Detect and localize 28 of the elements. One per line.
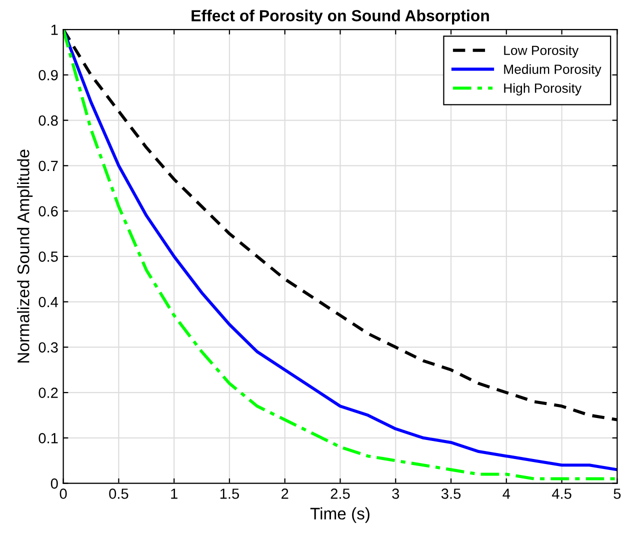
y-tick-label: 0.2 [38, 388, 58, 398]
x-tick-label: 1 [171, 488, 178, 499]
x-tick-label: 5 [614, 488, 621, 499]
y-tick-label: 0.8 [38, 115, 58, 126]
y-axis-title: Normalized Sound Amplitude [17, 150, 33, 363]
x-tick-label: 4.5 [552, 488, 572, 499]
x-tick-label: 0.5 [109, 488, 128, 499]
y-tick-label: 0 [50, 478, 58, 489]
x-tick-label: 0 [60, 488, 67, 499]
x-axis-title: Time (s) [310, 507, 370, 523]
y-tick-label: 1 [51, 24, 58, 35]
y-tick-label: 0.4 [38, 296, 58, 308]
x-tick-label: 4 [502, 488, 510, 499]
chart-title: Effect of Porosity on Sound Absorption [192, 10, 489, 25]
y-tick-label: 0.9 [38, 70, 58, 80]
legend-label: Medium Porosity [504, 64, 602, 77]
legend-label: Low Porosity [504, 45, 579, 58]
y-tick-label: 0.6 [38, 206, 58, 216]
x-tick-label: 2.5 [330, 488, 350, 499]
legend-label: High Porosity [504, 83, 582, 96]
y-tick-label: 0.7 [38, 160, 58, 172]
x-tick-label: 1.5 [220, 488, 239, 499]
y-tick-label: 0.3 [38, 342, 58, 353]
x-tick-label: 2 [282, 488, 288, 499]
x-tick-label: 3 [392, 488, 400, 499]
y-tick-label: 0.1 [38, 433, 58, 444]
y-tick-label: 0.5 [38, 252, 58, 262]
x-tick-label: 3.5 [441, 488, 461, 499]
